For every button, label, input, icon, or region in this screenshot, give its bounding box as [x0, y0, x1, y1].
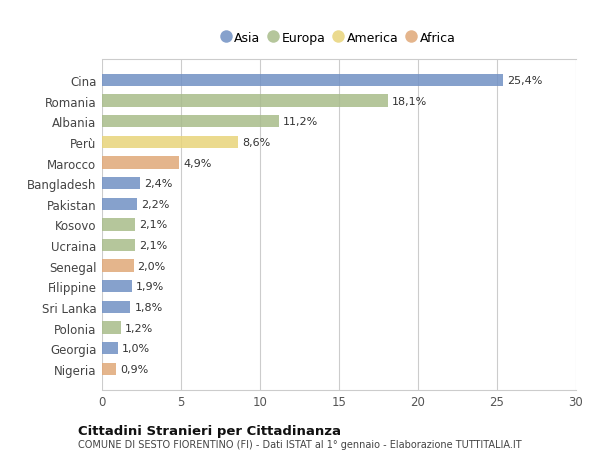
Text: 2,1%: 2,1% [139, 220, 167, 230]
Bar [102, 136, 238, 149]
Bar [102, 75, 503, 87]
Text: Cittadini Stranieri per Cittadinanza: Cittadini Stranieri per Cittadinanza [78, 424, 341, 437]
Text: 1,9%: 1,9% [136, 282, 164, 291]
Text: 1,8%: 1,8% [134, 302, 163, 312]
Text: 8,6%: 8,6% [242, 138, 270, 148]
Text: 1,2%: 1,2% [125, 323, 153, 333]
Text: 25,4%: 25,4% [507, 76, 542, 86]
Text: 2,4%: 2,4% [144, 179, 172, 189]
Text: 4,9%: 4,9% [184, 158, 212, 168]
Bar [102, 198, 137, 211]
Text: 18,1%: 18,1% [392, 96, 427, 106]
Text: 11,2%: 11,2% [283, 117, 318, 127]
Bar [102, 116, 279, 128]
Bar [102, 95, 388, 107]
Text: COMUNE DI SESTO FIORENTINO (FI) - Dati ISTAT al 1° gennaio - Elaborazione TUTTIT: COMUNE DI SESTO FIORENTINO (FI) - Dati I… [78, 440, 521, 449]
Text: 0,9%: 0,9% [120, 364, 148, 374]
Bar [102, 280, 132, 293]
Text: 1,0%: 1,0% [122, 343, 150, 353]
Bar [102, 178, 140, 190]
Bar [102, 301, 130, 313]
Legend: Asia, Europa, America, Africa: Asia, Europa, America, Africa [220, 29, 458, 48]
Bar [102, 219, 135, 231]
Text: 2,2%: 2,2% [141, 199, 169, 209]
Bar [102, 239, 135, 252]
Bar [102, 260, 134, 272]
Text: 2,0%: 2,0% [137, 261, 166, 271]
Text: 2,1%: 2,1% [139, 241, 167, 251]
Bar [102, 157, 179, 169]
Bar [102, 363, 116, 375]
Bar [102, 342, 118, 354]
Bar [102, 322, 121, 334]
